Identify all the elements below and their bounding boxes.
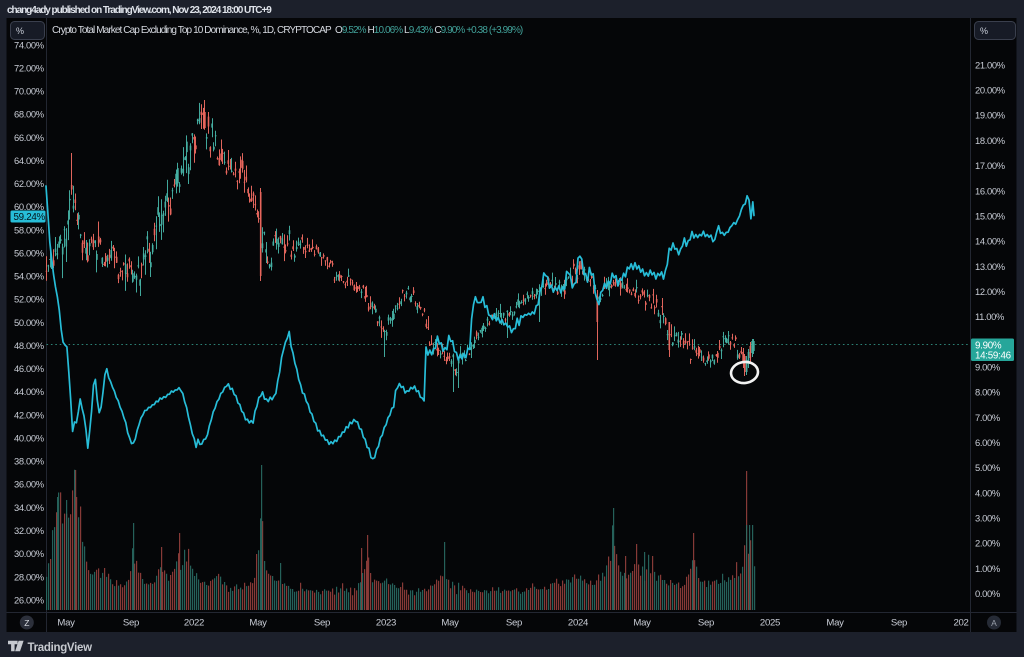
svg-text:60.00%: 60.00% [14,201,44,212]
svg-text:May: May [633,618,651,629]
svg-text:12.00%: 12.00% [975,286,1005,297]
svg-text:3.00%: 3.00% [975,513,1000,524]
svg-text:13.00%: 13.00% [975,261,1005,272]
svg-text:52.00%: 52.00% [14,294,44,305]
svg-text:34.00%: 34.00% [14,502,44,513]
svg-text:20.00%: 20.00% [975,85,1005,96]
svg-text:66.00%: 66.00% [14,132,44,143]
svg-text:May: May [249,618,267,629]
svg-text:14:59:46: 14:59:46 [975,351,1012,362]
svg-text:28.00%: 28.00% [14,571,44,582]
svg-text:46.00%: 46.00% [14,363,44,374]
svg-text:50.00%: 50.00% [14,317,44,328]
svg-text:16.00%: 16.00% [975,185,1005,196]
svg-text:2025: 2025 [760,618,780,629]
svg-text:32.00%: 32.00% [14,525,44,536]
svg-text:42.00%: 42.00% [14,409,44,420]
svg-text:May: May [57,618,75,629]
svg-text:11.00%: 11.00% [975,311,1004,322]
svg-text:62.00%: 62.00% [14,178,44,189]
svg-text:74.00%: 74.00% [14,39,44,50]
svg-text:5.00%: 5.00% [975,462,1000,473]
svg-text:64.00%: 64.00% [14,155,44,166]
svg-text:202: 202 [953,618,968,629]
svg-text:May: May [826,618,844,629]
svg-text:15.00%: 15.00% [975,210,1005,221]
svg-text:58.00%: 58.00% [14,224,44,235]
svg-text:59.24%: 59.24% [14,212,46,223]
svg-text:2.00%: 2.00% [975,538,1000,549]
svg-text:May: May [441,618,459,629]
svg-text:%: % [16,26,24,36]
svg-text:4.00%: 4.00% [975,487,1000,498]
svg-text:48.00%: 48.00% [14,340,44,351]
svg-text:9.00%: 9.00% [975,361,1000,372]
svg-text:Z: Z [24,618,29,628]
svg-text:2024: 2024 [568,618,589,629]
svg-text:Sep: Sep [698,618,714,629]
svg-text:56.00%: 56.00% [14,247,44,258]
svg-text:19.00%: 19.00% [975,110,1005,121]
svg-text:chang4ady published on Trading: chang4ady published on TradingView.com, … [7,5,272,16]
svg-text:38.00%: 38.00% [14,456,44,467]
svg-text:17.00%: 17.00% [975,160,1005,171]
svg-text:Sep: Sep [123,618,139,629]
svg-text:14.00%: 14.00% [975,236,1005,247]
svg-text:70.00%: 70.00% [14,86,44,97]
svg-text:%: % [980,26,988,36]
svg-text:54.00%: 54.00% [14,271,44,282]
svg-text:Sep: Sep [891,618,907,629]
svg-text:6.00%: 6.00% [975,437,1000,448]
svg-text:7.00%: 7.00% [975,412,1000,423]
svg-text:0.00%: 0.00% [975,588,1000,599]
svg-text:30.00%: 30.00% [14,548,44,559]
svg-text:2022: 2022 [184,618,204,629]
svg-text:68.00%: 68.00% [14,109,44,120]
svg-text:A: A [991,618,997,628]
svg-text:21.00%: 21.00% [975,59,1005,70]
svg-text:O9.52% H10.06% L9.43% C9.90% +: O9.52% H10.06% L9.43% C9.90% +0.38 (+3.9… [335,25,523,36]
svg-text:Sep: Sep [506,618,522,629]
svg-text:44.00%: 44.00% [14,386,44,397]
svg-text:26.00%: 26.00% [14,594,44,605]
svg-text:Crypto Total Market Cap Exclud: Crypto Total Market Cap Excluding Top 10… [52,25,332,36]
svg-text:Sep: Sep [314,618,330,629]
svg-text:36.00%: 36.00% [14,479,44,490]
svg-text:1.00%: 1.00% [975,563,1000,574]
svg-text:8.00%: 8.00% [975,387,1000,398]
svg-text:2023: 2023 [376,618,396,629]
svg-text:18.00%: 18.00% [975,135,1005,146]
svg-text:72.00%: 72.00% [14,62,44,73]
svg-text:40.00%: 40.00% [14,433,44,444]
svg-text:TradingView: TradingView [28,642,93,654]
svg-text:9.90%: 9.90% [975,341,1002,352]
